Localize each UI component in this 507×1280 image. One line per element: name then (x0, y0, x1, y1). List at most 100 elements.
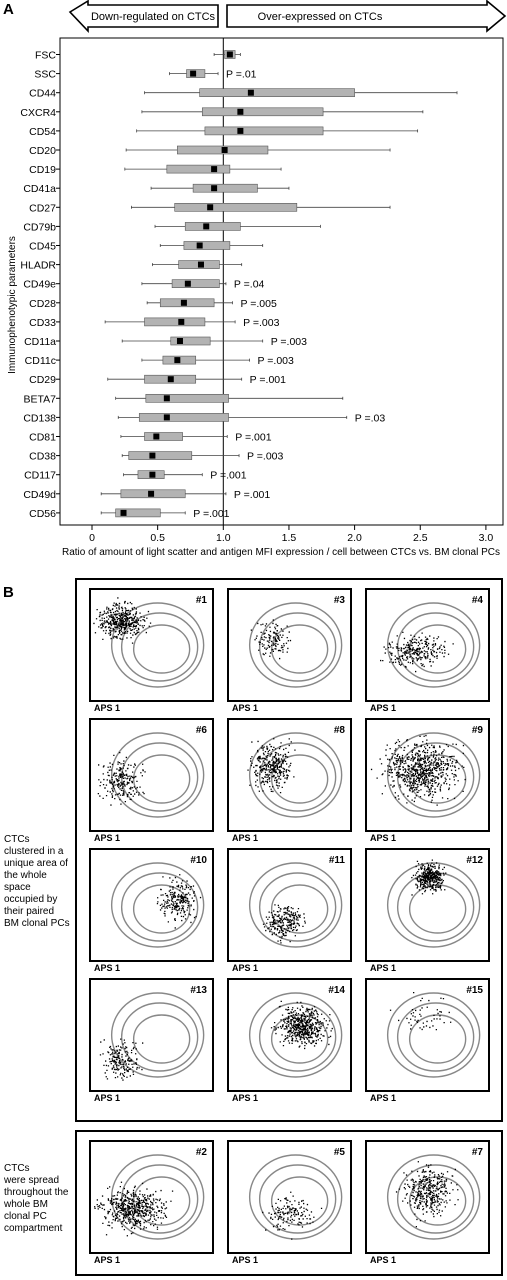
median-marker (237, 108, 244, 115)
contour-line (110, 1154, 205, 1240)
p-value-label: P =.001 (250, 374, 286, 386)
caption-line: the whole (4, 870, 47, 881)
contour-line (270, 1176, 329, 1226)
plot-frame (89, 588, 214, 702)
row-label: CD11a (24, 336, 56, 348)
row-label: CD45 (29, 241, 56, 253)
row-label: HLADR (20, 260, 56, 272)
event-dots (380, 631, 454, 673)
row-cxcr4: CXCR4 (20, 107, 424, 119)
contour-line (120, 612, 199, 682)
caption-line: whole BM (4, 1199, 48, 1210)
event-dots (411, 859, 447, 896)
contour-line (258, 1164, 337, 1234)
plot-frame (227, 1140, 352, 1254)
median-marker (221, 147, 228, 153)
x-axis-title: Ratio of amount of light scatter and ant… (62, 547, 500, 558)
x-axis-label: APS 1 (232, 1255, 258, 1265)
x-axis-label: APS 1 (370, 1093, 396, 1103)
contour-line (408, 1014, 467, 1064)
left-arrow-banner (68, 0, 219, 34)
row-label: CD29 (29, 374, 56, 386)
row-label: CD138 (23, 412, 56, 424)
x-axis-label: APS 1 (370, 1255, 396, 1265)
p-value-label: P =.001 (235, 432, 271, 444)
plot-id-label: #3 (334, 595, 346, 606)
row-label: CD56 (29, 508, 56, 520)
caption-line: occupied by (4, 894, 58, 905)
row-cd20: CD20 (29, 145, 391, 157)
plot-id-label: #12 (466, 855, 483, 866)
plot-id-label: #2 (196, 1147, 208, 1158)
median-marker (203, 223, 210, 230)
row-label: CD38 (29, 451, 56, 463)
row-beta7: BETA7 (24, 393, 344, 405)
median-marker (180, 299, 187, 306)
caption-line: clustered in a (4, 846, 64, 857)
x-tick-label: 1.5 (282, 532, 297, 544)
caption-line: clonal PC (4, 1211, 47, 1222)
iqr-box (159, 298, 215, 308)
contour-line (396, 1164, 475, 1234)
row-cd33: CD33 P =.003 (29, 317, 279, 329)
median-marker (190, 70, 197, 77)
median-marker (163, 395, 170, 402)
plot-id-label: #13 (190, 985, 207, 996)
p-value-label: P =.001 (234, 489, 270, 501)
plot-id-label: #5 (334, 1147, 346, 1158)
event-dots (94, 1181, 174, 1237)
contour-line (270, 1014, 329, 1064)
plot-id-label: #8 (334, 725, 346, 736)
contour-line (396, 742, 475, 812)
median-marker (207, 204, 214, 211)
density-plot-8: #8 APS 1 (227, 718, 352, 843)
group1-caption: CTCs clustered in a unique area of the w… (4, 834, 76, 930)
density-plot-7: #7 APS 1 (365, 1140, 490, 1265)
contour-line (386, 992, 481, 1078)
p-value-label: P =.01 (226, 69, 257, 81)
iqr-box (166, 164, 231, 174)
contour-line (270, 884, 329, 934)
contour-line (248, 732, 343, 818)
median-marker (149, 471, 156, 478)
median-marker (163, 414, 170, 421)
row-label: CD27 (29, 202, 56, 214)
plot-frame (227, 718, 352, 832)
median-marker (226, 51, 233, 58)
row-cd117: CD117 P =.001 (24, 470, 247, 482)
contour-line (248, 602, 343, 688)
p-value-label: P =.005 (240, 298, 276, 310)
row-label: CD33 (29, 317, 56, 329)
contour-line (258, 742, 337, 812)
plot-frame (89, 978, 214, 1092)
plot-frame (89, 718, 214, 832)
contour-line (386, 732, 481, 818)
event-dots (97, 752, 146, 806)
row-cd11a: CD11a P =.003 (24, 336, 307, 348)
right-arrow-banner (226, 0, 507, 33)
x-axis-ticks: 0 0.5 1.0 1.5 2.0 2.5 3.0 (89, 525, 493, 544)
contour-line (110, 992, 205, 1078)
plot-id-label: #7 (472, 1147, 484, 1158)
row-cd44: CD44 (29, 88, 458, 100)
row-label: CD44 (29, 88, 56, 100)
row-label: CXCR4 (20, 107, 56, 119)
contour-line (270, 754, 329, 804)
caption-line: space (4, 882, 31, 893)
panel-a-boxplot: A Down-regulated on CTCs Over-expressed … (3, 0, 507, 558)
density-plot-6: #6 APS 1 (89, 718, 214, 843)
contour-line (270, 624, 329, 674)
row-cd28: CD28 P =.005 (29, 298, 277, 310)
contour-line (258, 872, 337, 942)
row-hladr: HLADR (20, 260, 243, 272)
row-label: CD49e (23, 279, 56, 291)
plot-id-label: #10 (190, 855, 207, 866)
median-marker (197, 261, 204, 268)
plot-id-label: #4 (472, 595, 484, 606)
plot-area (59, 37, 504, 526)
event-dots (270, 1000, 333, 1050)
event-dots (370, 734, 466, 806)
iqr-box (199, 88, 355, 97)
row-cd45: CD45 (29, 241, 264, 253)
row-fsc: FSC (35, 50, 241, 62)
